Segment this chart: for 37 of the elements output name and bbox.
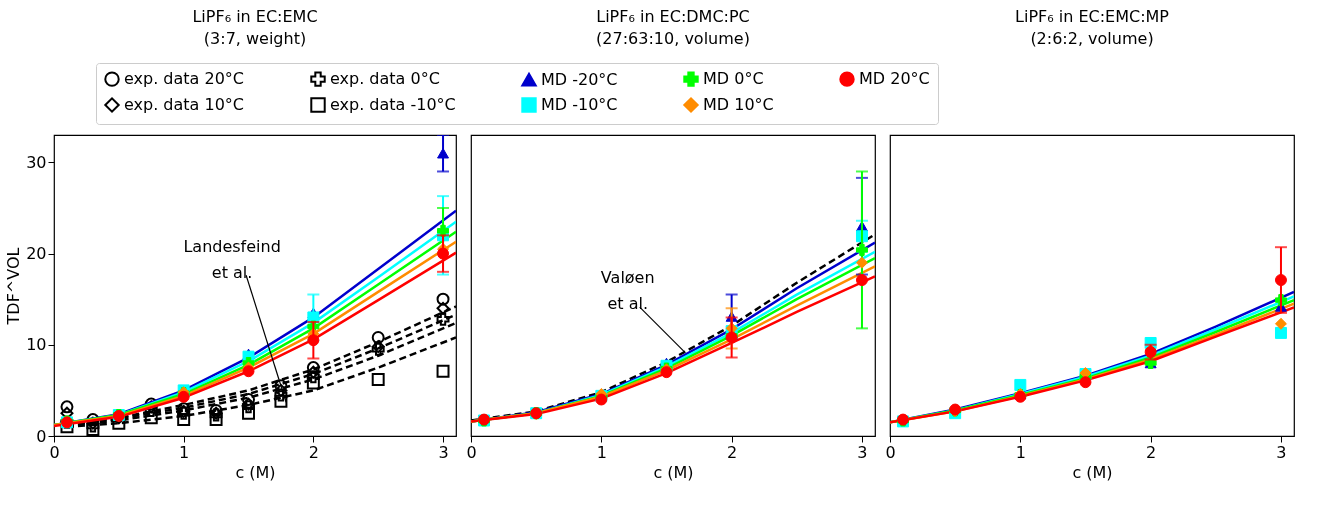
- x-tick-label: 0: [885, 442, 896, 462]
- y-tick-label: 10: [26, 335, 47, 355]
- chart-subtitle: (2:6:2, volume): [1030, 29, 1154, 48]
- chart-subtitle: (27:63:10, volume): [596, 29, 750, 48]
- x-tick-label: 0: [466, 442, 477, 462]
- y-tick-label: 30: [26, 152, 47, 172]
- chart-title: LiPF₆ in EC:EMC: [192, 7, 318, 26]
- x-tick-label: 3: [857, 442, 868, 462]
- x-tick-label: 2: [727, 442, 738, 462]
- x-tick-label: 1: [1015, 442, 1026, 462]
- y-tick-label: 0: [36, 426, 47, 446]
- annotation: Valøen et al.: [600, 268, 655, 314]
- chart-title: LiPF₆ in EC:DMC:PC: [596, 7, 750, 26]
- x-axis-title: c (M): [235, 462, 276, 482]
- x-tick-label: 2: [1146, 442, 1157, 462]
- legend-label: exp. data 20°C: [124, 69, 245, 89]
- legend-label: MD 20°C: [859, 69, 930, 89]
- legend-label: exp. data 10°C: [124, 95, 245, 114]
- x-tick-label: 1: [596, 442, 607, 462]
- chart-title: LiPF₆ in EC:EMC:MP: [1015, 7, 1170, 26]
- y-tick-label: 20: [26, 244, 47, 264]
- y-axis-title: TDF^VOL: [4, 247, 24, 326]
- legend-label: MD -10°C: [541, 95, 618, 114]
- legend-label: MD -20°C: [541, 69, 618, 89]
- x-axis-title: c (M): [653, 462, 694, 482]
- x-tick-label: 1: [179, 442, 190, 462]
- annotation: Landesfeind et al.: [183, 237, 281, 283]
- x-axis-title: c (M): [1072, 462, 1113, 482]
- chart-subtitle: (3:7, weight): [203, 29, 307, 48]
- x-tick-label: 2: [308, 442, 319, 462]
- x-tick-label: 3: [1276, 442, 1287, 462]
- legend-label: exp. data -10°C: [330, 95, 456, 114]
- x-tick-label: 3: [438, 442, 449, 462]
- legend-label: MD 0°C: [703, 69, 764, 89]
- legend-label: MD 10°C: [703, 95, 774, 114]
- x-tick-label: 0: [49, 442, 60, 462]
- legend-label: exp. data 0°C: [330, 69, 440, 89]
